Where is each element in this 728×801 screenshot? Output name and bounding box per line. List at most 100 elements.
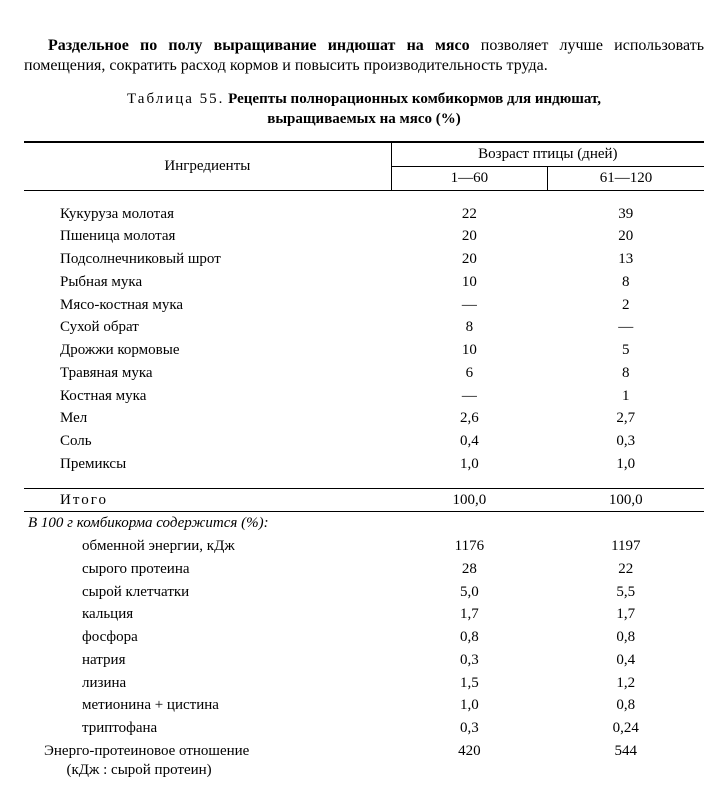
nutrition-name: триптофана — [24, 717, 391, 740]
header-col2: 61—120 — [548, 166, 704, 190]
nutrition-v1: 1,5 — [391, 672, 547, 695]
ingredient-name: Мел — [24, 407, 391, 430]
nutrition-v2: 0,4 — [548, 649, 704, 672]
ingredient-name: Дрожжи кормовые — [24, 339, 391, 362]
nutrition-v2: 1,7 — [548, 603, 704, 626]
ingredient-name: Травяная мука — [24, 362, 391, 385]
table-row: сырой клетчатки5,05,5 — [24, 581, 704, 604]
ingredient-v2: 13 — [548, 248, 704, 271]
nutrition-v1: 1176 — [391, 535, 547, 558]
table-row: Рыбная мука108 — [24, 271, 704, 294]
ingredient-v2: 20 — [548, 225, 704, 248]
nutrition-v1: 1,0 — [391, 694, 547, 717]
intro-paragraph: Раздельное по полу выращивание индюшат н… — [24, 36, 704, 76]
ingredient-v2: 8 — [548, 271, 704, 294]
table-row: Сухой обрат8— — [24, 316, 704, 339]
nutrition-v1: 5,0 — [391, 581, 547, 604]
ingredient-v2: — — [548, 316, 704, 339]
table-row: Кукуруза молотая2239 — [24, 203, 704, 226]
nutrition-name: лизина — [24, 672, 391, 695]
nutrition-v1: 0,8 — [391, 626, 547, 649]
nutrition-name: фосфора — [24, 626, 391, 649]
header-age-group: Возраст птицы (дней) — [391, 142, 704, 166]
table-row: лизина1,51,2 — [24, 672, 704, 695]
ratio-v1: 420 — [391, 740, 547, 782]
nutrition-v1: 28 — [391, 558, 547, 581]
ingredient-name: Соль — [24, 430, 391, 453]
table-row: сырого протеина2822 — [24, 558, 704, 581]
nutrition-name: обменной энергии, кДж — [24, 535, 391, 558]
table-row: натрия0,30,4 — [24, 649, 704, 672]
table-row: обменной энергии, кДж11761197 — [24, 535, 704, 558]
ratio-sub: (кДж : сырой протеин) — [67, 762, 212, 778]
nutrition-v1: 0,3 — [391, 717, 547, 740]
nutrition-v2: 22 — [548, 558, 704, 581]
total-v2: 100,0 — [548, 488, 704, 512]
nutrition-name: сырого протеина — [24, 558, 391, 581]
ingredient-v1: 10 — [391, 271, 547, 294]
intro-bold: Раздельное по полу выращивание индюшат н… — [48, 37, 470, 54]
nutrition-v2: 0,24 — [548, 717, 704, 740]
table-row: Премиксы1,01,0 — [24, 453, 704, 476]
ingredient-v2: 1,0 — [548, 453, 704, 476]
ingredient-v1: 0,4 — [391, 430, 547, 453]
table-row: Дрожжи кормовые105 — [24, 339, 704, 362]
nutrition-name: сырой клетчатки — [24, 581, 391, 604]
table-row: Костная мука—1 — [24, 385, 704, 408]
table-row: Пшеница молотая2020 — [24, 225, 704, 248]
ingredient-name: Кукуруза молотая — [24, 203, 391, 226]
total-label: Итого — [60, 492, 108, 508]
ratio-row: Энерго-протеиновое отношение (кДж : сыро… — [24, 740, 704, 782]
nutrition-v2: 1197 — [548, 535, 704, 558]
table-row: Травяная мука68 — [24, 362, 704, 385]
ingredient-v2: 1 — [548, 385, 704, 408]
caption-line1: Рецепты полнорационных комбикормов для и… — [228, 91, 601, 107]
nutrition-v2: 5,5 — [548, 581, 704, 604]
table-row: фосфора0,80,8 — [24, 626, 704, 649]
ingredient-name: Костная мука — [24, 385, 391, 408]
nutrition-v2: 1,2 — [548, 672, 704, 695]
ingredient-name: Сухой обрат — [24, 316, 391, 339]
ratio-v2: 544 — [548, 740, 704, 782]
nutrition-v2: 0,8 — [548, 694, 704, 717]
ingredient-v1: 1,0 — [391, 453, 547, 476]
ingredient-name: Подсолнечниковый шрот — [24, 248, 391, 271]
header-col1: 1—60 — [391, 166, 547, 190]
ingredient-name: Премиксы — [24, 453, 391, 476]
header-ingredients: Ингредиенты — [24, 142, 391, 190]
caption-prefix: Таблица 55. — [127, 91, 224, 107]
nutrition-v2: 0,8 — [548, 626, 704, 649]
ingredient-v1: 22 — [391, 203, 547, 226]
table-row: кальция1,71,7 — [24, 603, 704, 626]
ingredient-v2: 39 — [548, 203, 704, 226]
ingredient-v2: 8 — [548, 362, 704, 385]
ingredient-v1: 6 — [391, 362, 547, 385]
ratio-name: Энерго-протеиновое отношение — [44, 743, 249, 759]
table-row: метионина + цистина1,00,8 — [24, 694, 704, 717]
ingredient-v1: — — [391, 294, 547, 317]
nutrition-v1: 0,3 — [391, 649, 547, 672]
feed-table: Ингредиенты Возраст птицы (дней) 1—60 61… — [24, 141, 704, 781]
nutrition-name: метионина + цистина — [24, 694, 391, 717]
ingredient-v2: 0,3 — [548, 430, 704, 453]
ingredient-v2: 2,7 — [548, 407, 704, 430]
ingredient-v2: 2 — [548, 294, 704, 317]
total-row: Итого 100,0 100,0 — [24, 488, 704, 512]
ingredient-name: Рыбная мука — [24, 271, 391, 294]
table-row: Мел2,62,7 — [24, 407, 704, 430]
table-row: триптофана0,30,24 — [24, 717, 704, 740]
ingredient-v2: 5 — [548, 339, 704, 362]
table-row: Соль0,40,3 — [24, 430, 704, 453]
ingredient-v1: 2,6 — [391, 407, 547, 430]
nutrition-section-label: В 100 г комбикорма содержится (%): — [24, 512, 704, 535]
ingredient-v1: 20 — [391, 225, 547, 248]
ingredient-v1: 10 — [391, 339, 547, 362]
ingredient-v1: — — [391, 385, 547, 408]
nutrition-name: натрия — [24, 649, 391, 672]
ingredient-v1: 20 — [391, 248, 547, 271]
table-caption: Таблица 55. Рецепты полнорационных комби… — [24, 90, 704, 129]
caption-line2: выращиваемых на мясо (%) — [267, 111, 461, 127]
table-row: Подсолнечниковый шрот2013 — [24, 248, 704, 271]
ingredient-name: Мясо-костная мука — [24, 294, 391, 317]
table-row: Мясо-костная мука—2 — [24, 294, 704, 317]
